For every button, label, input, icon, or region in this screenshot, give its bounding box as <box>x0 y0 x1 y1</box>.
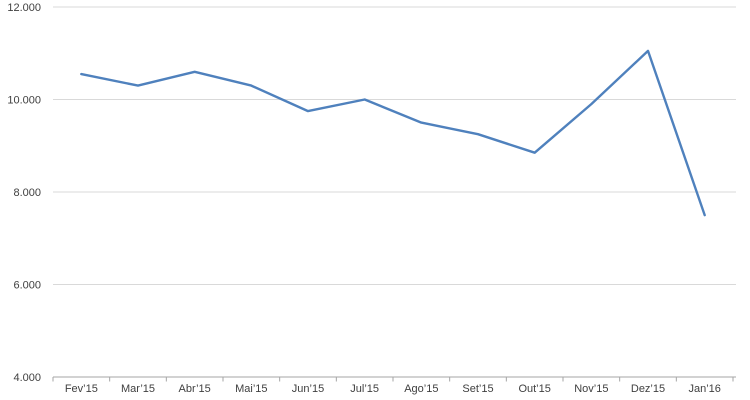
x-axis-tick-label: Abr’15 <box>179 383 211 395</box>
y-axis-tick-label: 12.000 <box>7 2 41 14</box>
x-axis-tick-label: Out’15 <box>518 383 550 395</box>
x-axis-tick-label: Nov’15 <box>574 383 608 395</box>
y-axis-tick-label: 8.000 <box>13 187 41 199</box>
y-axis-tick-label: 4.000 <box>13 372 41 384</box>
x-axis-tick-label: Jul’15 <box>350 383 379 395</box>
data-series-line <box>80 49 706 217</box>
x-axis-tick-label: Set’15 <box>462 383 493 395</box>
y-axis-tick-label: 6.000 <box>13 280 41 292</box>
x-axis-tick-label: Jan’16 <box>688 383 720 395</box>
x-axis-tick-label: Fev’15 <box>65 383 98 395</box>
x-axis-tick-label: Mar’15 <box>121 383 155 395</box>
x-axis-tick-label: Mai’15 <box>235 383 267 395</box>
x-axis-tick-label: Ago’15 <box>404 383 438 395</box>
y-axis-tick-label: 10.000 <box>7 95 41 107</box>
x-axis-tick-label: Jun’15 <box>292 383 324 395</box>
x-axis-tick-label: Dez’15 <box>631 383 665 395</box>
